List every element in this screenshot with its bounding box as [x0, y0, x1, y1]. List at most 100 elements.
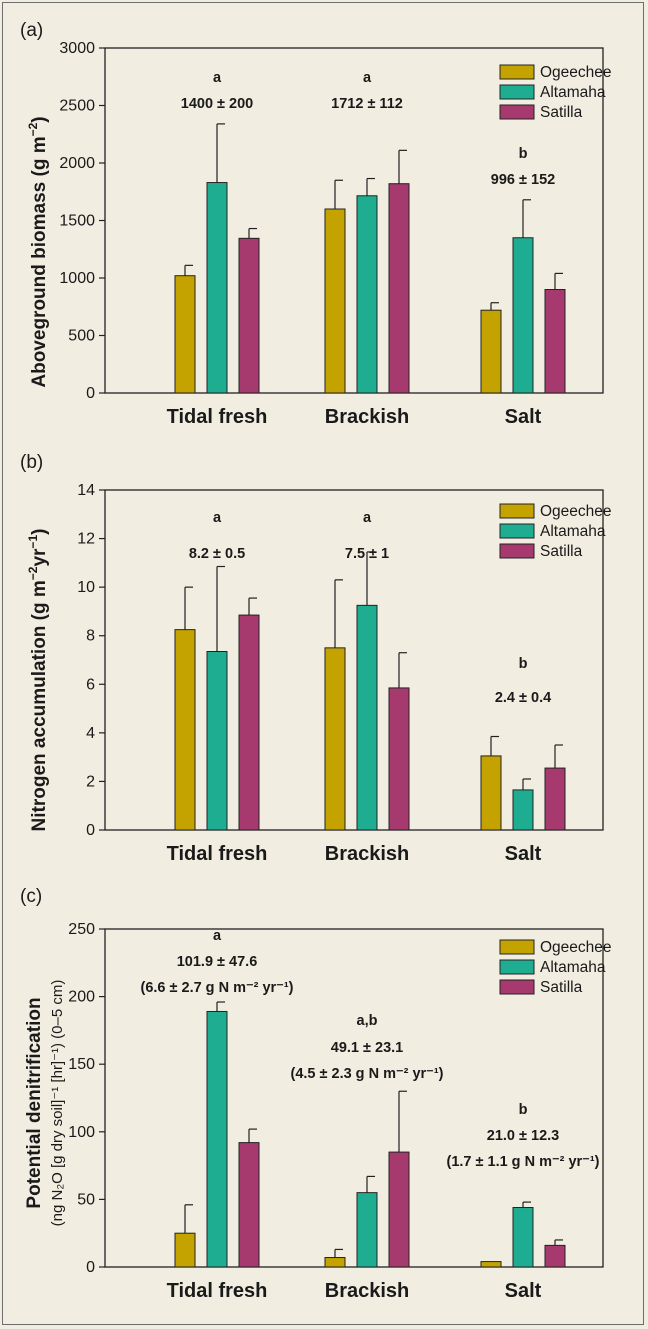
- bar-altamaha-salt: [512, 1207, 534, 1268]
- legend-swatch-satilla: [499, 543, 535, 559]
- bar-altamaha-salt: [512, 789, 534, 831]
- bar-ogeechee-tidal-fresh: [174, 629, 196, 831]
- x-category-salt: Salt: [505, 843, 542, 865]
- plot-frame-c: [104, 928, 604, 1268]
- legend-swatch-ogeechee: [499, 503, 535, 519]
- x-category-salt: Salt: [505, 1280, 542, 1302]
- annotation-text: 101.9 ± 47.6: [177, 954, 258, 970]
- bar-ogeechee-tidal-fresh: [174, 1232, 196, 1268]
- annotation-text: (6.6 ± 2.7 g N m⁻² yr⁻¹): [141, 980, 294, 996]
- y-axis-title-b: Nitrogen accumulation (g m−2yr−1): [26, 529, 50, 832]
- legend-label-ogeechee: Ogeechee: [540, 939, 612, 956]
- bar-satilla-salt: [544, 767, 566, 831]
- legend-swatch-ogeechee: [499, 64, 535, 80]
- annotation-text: (1.7 ± 1.1 g N m⁻² yr⁻¹): [447, 1154, 600, 1170]
- annotation-text: 7.5 ± 1: [345, 546, 389, 562]
- legend-label-ogeechee: Ogeechee: [540, 64, 612, 81]
- y-tick-label: 2000: [59, 155, 95, 172]
- significance-letter: b: [519, 656, 528, 672]
- legend-swatch-altamaha: [499, 523, 535, 539]
- y-axis-title-c-units: (ng N₂O [g dry soil]⁻¹ [hr]⁻¹) (0–5 cm): [49, 980, 66, 1227]
- bar-satilla-brackish: [388, 183, 410, 394]
- bar-altamaha-brackish: [356, 1192, 378, 1268]
- bar-ogeechee-brackish: [324, 1257, 346, 1268]
- bar-altamaha-tidal-fresh: [206, 1010, 228, 1268]
- legend-label-altamaha: Altamaha: [540, 959, 606, 976]
- bar-satilla-brackish: [388, 1151, 410, 1268]
- x-category-brackish: Brackish: [325, 406, 410, 428]
- annotation-text: 8.2 ± 0.5: [189, 546, 245, 562]
- y-tick-label: 12: [77, 531, 95, 548]
- bar-ogeechee-salt: [480, 1261, 502, 1268]
- y-tick-label: 4: [86, 725, 95, 742]
- annotation-text: (4.5 ± 2.3 g N m⁻² yr⁻¹): [291, 1066, 444, 1082]
- bar-altamaha-tidal-fresh: [206, 651, 228, 831]
- x-category-salt: Salt: [505, 406, 542, 428]
- x-category-tidal-fresh: Tidal fresh: [167, 406, 268, 428]
- annotation-text: 1712 ± 112: [331, 96, 403, 112]
- legend-swatch-satilla: [499, 979, 535, 995]
- y-tick-label: 3000: [59, 40, 95, 57]
- legend-swatch-satilla: [499, 104, 535, 120]
- significance-letter: a: [363, 510, 372, 526]
- bar-altamaha-salt: [512, 237, 534, 394]
- bar-satilla-tidal-fresh: [238, 614, 260, 831]
- significance-letter: a: [213, 928, 222, 944]
- bar-satilla-tidal-fresh: [238, 1142, 260, 1268]
- y-tick-label: 150: [68, 1056, 95, 1073]
- annotation-text: 2.4 ± 0.4: [495, 690, 551, 706]
- legend-swatch-altamaha: [499, 959, 535, 975]
- bar-satilla-salt: [544, 289, 566, 394]
- y-tick-label: 200: [68, 989, 95, 1006]
- x-category-tidal-fresh: Tidal fresh: [167, 843, 268, 865]
- bar-ogeechee-brackish: [324, 647, 346, 831]
- legend-label-satilla: Satilla: [540, 979, 583, 996]
- bar-ogeechee-tidal-fresh: [174, 275, 196, 394]
- significance-letter: a: [213, 70, 222, 86]
- legend-label-satilla: Satilla: [540, 543, 583, 560]
- significance-letter: b: [519, 146, 528, 162]
- annotation-text: 49.1 ± 23.1: [331, 1040, 403, 1056]
- y-tick-label: 14: [77, 482, 95, 499]
- annotation-text: 1400 ± 200: [181, 96, 253, 112]
- y-tick-label: 250: [68, 921, 95, 938]
- panel-a-label: (a): [20, 20, 43, 41]
- y-tick-label: 100: [68, 1124, 95, 1141]
- bar-ogeechee-salt: [480, 755, 502, 831]
- y-tick-label: 0: [86, 385, 95, 402]
- plot-frame-b: [104, 489, 604, 831]
- y-axis-title-a: Aboveground biomass (g m−2): [26, 116, 50, 387]
- legend-label-altamaha: Altamaha: [540, 84, 606, 101]
- bar-altamaha-brackish: [356, 604, 378, 831]
- bar-ogeechee-salt: [480, 309, 502, 394]
- legend-label-ogeechee: Ogeechee: [540, 503, 612, 520]
- legend-label-satilla: Satilla: [540, 104, 583, 121]
- y-tick-label: 2500: [59, 98, 95, 115]
- y-axis-title-c: Potential denitrification: [24, 997, 45, 1208]
- annotation-text: 21.0 ± 12.3: [487, 1128, 559, 1144]
- y-tick-label: 0: [86, 1259, 95, 1276]
- bar-altamaha-tidal-fresh: [206, 182, 228, 394]
- y-tick-label: 6: [86, 676, 95, 693]
- y-tick-label: 1000: [59, 270, 95, 287]
- legend-swatch-altamaha: [499, 84, 535, 100]
- y-tick-label: 1500: [59, 213, 95, 230]
- significance-letter: a: [213, 510, 222, 526]
- y-tick-label: 0: [86, 822, 95, 839]
- y-tick-label: 2: [86, 773, 95, 790]
- y-tick-label: 500: [68, 328, 95, 345]
- y-tick-label: 10: [77, 579, 95, 596]
- panel-c-label: (c): [20, 886, 42, 907]
- bar-satilla-salt: [544, 1244, 566, 1268]
- annotation-text: 996 ± 152: [491, 172, 555, 188]
- bar-satilla-brackish: [388, 687, 410, 831]
- x-category-brackish: Brackish: [325, 843, 410, 865]
- x-category-brackish: Brackish: [325, 1280, 410, 1302]
- bar-ogeechee-brackish: [324, 208, 346, 394]
- y-tick-label: 50: [77, 1191, 95, 1208]
- bar-altamaha-brackish: [356, 195, 378, 394]
- bar-satilla-tidal-fresh: [238, 237, 260, 394]
- y-tick-label: 8: [86, 628, 95, 645]
